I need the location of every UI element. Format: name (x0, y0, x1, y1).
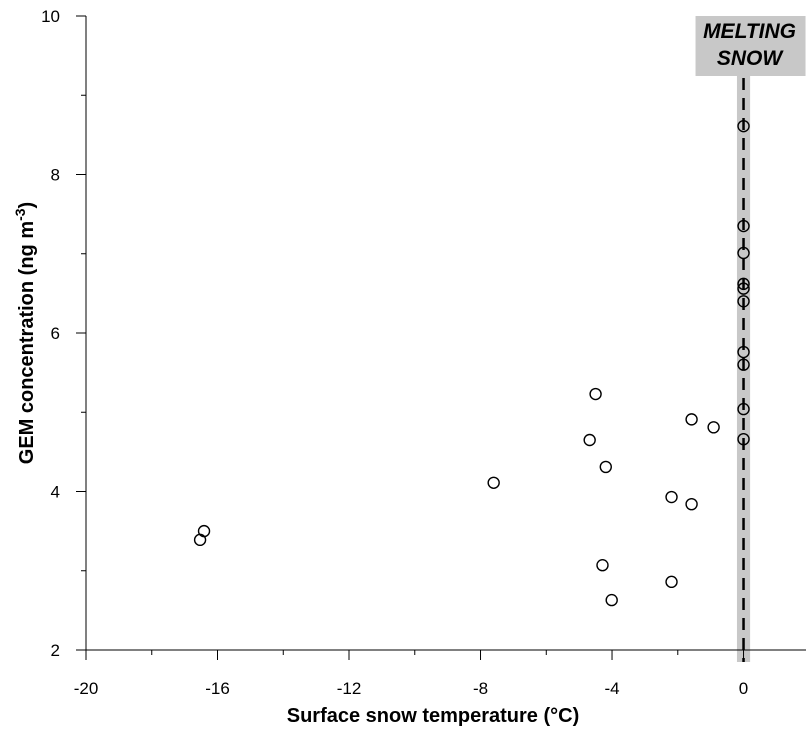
y-label-sup: -3 (12, 208, 28, 221)
point (583, 433, 596, 447)
point (737, 358, 750, 371)
point (737, 432, 750, 446)
point (193, 533, 207, 547)
y-tick-label: 6 (51, 324, 60, 343)
point (596, 559, 609, 572)
point (737, 219, 750, 233)
point (737, 277, 750, 291)
y-tick-label: 8 (51, 166, 60, 185)
y-tick-label: 2 (51, 641, 60, 660)
x-tick-label: 0 (739, 679, 748, 698)
y-tick-label: 10 (41, 7, 60, 26)
point (665, 490, 678, 504)
point (737, 345, 750, 359)
x-tick-label: -20 (74, 679, 99, 698)
x-axis-label: Surface snow temperature (°C) (287, 705, 580, 727)
point (665, 575, 678, 589)
point (737, 246, 750, 260)
point (737, 402, 750, 416)
point (487, 476, 500, 489)
point (737, 282, 750, 295)
x-tick-label: -12 (337, 679, 362, 698)
y-axis-label: GEM concentration (ng m-3) (12, 202, 38, 464)
point (707, 421, 720, 434)
point (605, 593, 618, 607)
y-label-text: GEM concentration (ng m (16, 221, 38, 464)
x-tick-label: -8 (473, 679, 488, 698)
y-label-end: ) (16, 202, 38, 209)
annotation-text: SNOW (717, 47, 785, 70)
y-tick-label: 4 (51, 483, 60, 502)
point (589, 387, 602, 401)
x-tick-label: -4 (604, 679, 619, 698)
point (685, 497, 698, 511)
point (737, 295, 750, 308)
point (685, 413, 698, 426)
annotation-text: MELTING (703, 20, 796, 43)
point (737, 119, 750, 133)
point (599, 460, 612, 474)
x-tick-label: -16 (205, 679, 230, 698)
annotation-box (695, 16, 806, 76)
